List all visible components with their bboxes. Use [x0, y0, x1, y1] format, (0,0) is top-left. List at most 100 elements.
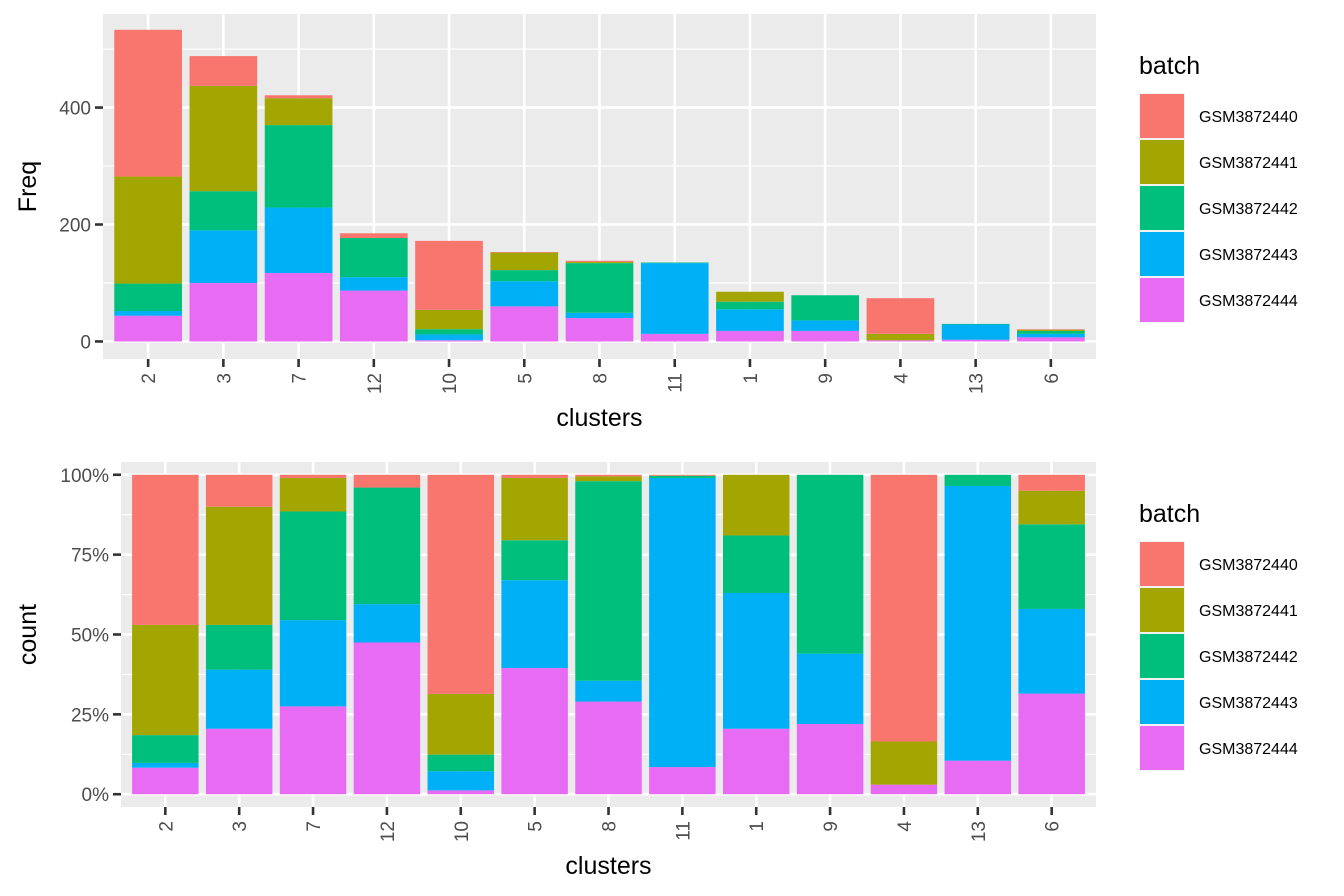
y-tick-label: 200 — [59, 216, 91, 237]
x-tick-label: 1 — [741, 373, 762, 384]
legend-key-GSM3872443 — [1140, 680, 1184, 724]
bar-4-GSM3872440 — [866, 298, 935, 334]
bar-3-GSM3872443 — [205, 669, 273, 729]
x-tick-label: 11 — [673, 821, 694, 841]
bar-8-GSM3872442 — [565, 263, 634, 313]
bar-13-GSM3872443 — [944, 485, 1012, 761]
legend-key-GSM3872442 — [1140, 634, 1184, 678]
bar-6-GSM3872441 — [1017, 329, 1085, 331]
bar-6-GSM3872440 — [1017, 329, 1085, 330]
bar-6-GSM3872442 — [1018, 524, 1085, 609]
bar-13-GSM3872444 — [941, 339, 1010, 342]
y-tick-label: 25% — [71, 705, 109, 726]
bar-5-GSM3872440 — [501, 474, 568, 478]
bar-6-GSM3872440 — [1018, 474, 1085, 491]
bar-2-GSM3872444 — [114, 315, 182, 342]
x-tick-label: 6 — [1042, 373, 1063, 384]
bar-12-GSM3872442 — [339, 237, 408, 278]
y-axis-title: Freq — [14, 161, 42, 212]
bar-7-GSM3872442 — [279, 511, 347, 621]
bar-4-GSM3872441 — [870, 741, 938, 785]
bar-8-GSM3872444 — [565, 318, 634, 342]
bar-13-GSM3872444 — [944, 760, 1012, 795]
bar-10-GSM3872442 — [415, 329, 483, 335]
bar-8-GSM3872443 — [565, 312, 634, 319]
bar-6-GSM3872443 — [1017, 333, 1085, 338]
y-tick-label: 400 — [59, 99, 91, 120]
bar-9-GSM3872443 — [796, 653, 864, 724]
x-tick-label: 10 — [440, 373, 461, 394]
bar-13-GSM3872442 — [941, 323, 1010, 325]
legend: batch GSM3872440 GSM3872441 GSM3872442 GSM38… — [1139, 500, 1298, 771]
x-tick-label: 1 — [747, 821, 768, 832]
bar-12-GSM3872442 — [353, 487, 421, 605]
legend-key-GSM3872441 — [1140, 140, 1184, 184]
bar-3-GSM3872440 — [189, 56, 258, 86]
x-tick-label: 13 — [969, 821, 990, 842]
bar-2-GSM3872441 — [132, 624, 199, 736]
bar-8-GSM3872441 — [575, 476, 642, 482]
bar-3-GSM3872442 — [205, 624, 273, 670]
x-axis-title: clusters — [565, 852, 651, 880]
bar-4-GSM3872441 — [866, 333, 935, 341]
bar-10-GSM3872440 — [415, 240, 483, 310]
y-axis-title: count — [14, 604, 42, 665]
bar-12-GSM3872443 — [339, 277, 408, 291]
bar-11-GSM3872443 — [640, 263, 709, 334]
bar-2-GSM3872442 — [114, 283, 182, 312]
legend-key-GSM3872443 — [1140, 232, 1184, 276]
bar-3-GSM3872441 — [189, 85, 258, 192]
bar-9-GSM3872442 — [791, 295, 860, 321]
bar-10-GSM3872440 — [427, 474, 495, 694]
legend-title: batch — [1139, 500, 1200, 528]
y-tick-label: 75% — [71, 546, 109, 567]
legend-label: GSM3872442 — [1199, 649, 1298, 666]
bar-6-GSM3872442 — [1017, 330, 1085, 334]
bar-1-GSM3872443 — [716, 309, 784, 331]
bar-7-GSM3872440 — [264, 95, 333, 99]
x-tick-label: 3 — [214, 373, 235, 384]
legend-key-GSM3872441 — [1140, 588, 1184, 632]
bar-3-GSM3872444 — [205, 728, 273, 795]
bar-1-GSM3872444 — [716, 330, 784, 342]
chart-panel-2: 0%25%50%75%100%2 3 7 12 10 5 8 11 1 9 4 13 6clusters… — [14, 462, 1298, 880]
bar-5-GSM3872441 — [490, 252, 559, 271]
bar-8-GSM3872440 — [565, 260, 634, 262]
bar-7-GSM3872443 — [264, 207, 333, 274]
x-tick-label: 12 — [365, 373, 386, 394]
bar-10-GSM3872444 — [415, 340, 483, 342]
legend-label: GSM3872443 — [1199, 247, 1298, 264]
x-tick-label: 12 — [378, 821, 399, 842]
bar-8-GSM3872443 — [575, 680, 642, 702]
bar-2-GSM3872441 — [114, 176, 182, 284]
bar-11-GSM3872444 — [640, 333, 709, 342]
bar-3-GSM3872440 — [205, 474, 273, 507]
bar-12-GSM3872444 — [353, 642, 421, 795]
bar-9-GSM3872444 — [791, 330, 860, 342]
bar-1-GSM3872442 — [716, 301, 784, 310]
bar-10-GSM3872441 — [415, 309, 483, 330]
bar-2-GSM3872440 — [132, 474, 199, 625]
x-tick-label: 2 — [156, 821, 177, 832]
bar-3-GSM3872443 — [189, 230, 258, 283]
x-tick-label: 7 — [290, 373, 311, 384]
bar-5-GSM3872444 — [490, 306, 559, 342]
bar-12-GSM3872444 — [339, 290, 408, 342]
bar-11-GSM3872440 — [649, 474, 716, 476]
y-tick-label: 0 — [80, 332, 91, 353]
bar-3-GSM3872441 — [205, 506, 273, 625]
bar-13-GSM3872442 — [944, 474, 1012, 486]
bar-8-GSM3872440 — [575, 474, 642, 477]
bar-10-GSM3872442 — [427, 754, 495, 772]
bar-3-GSM3872444 — [189, 282, 258, 342]
bar-5-GSM3872441 — [501, 477, 568, 541]
legend-title: batch — [1139, 52, 1200, 80]
bar-7-GSM3872440 — [279, 474, 347, 478]
bar-7-GSM3872442 — [264, 125, 333, 208]
y-tick-label: 50% — [71, 626, 109, 647]
bar-8-GSM3872444 — [575, 701, 642, 795]
x-tick-label: 9 — [816, 373, 837, 384]
legend-label: GSM3872444 — [1199, 293, 1298, 310]
x-tick-label: 5 — [526, 821, 547, 832]
